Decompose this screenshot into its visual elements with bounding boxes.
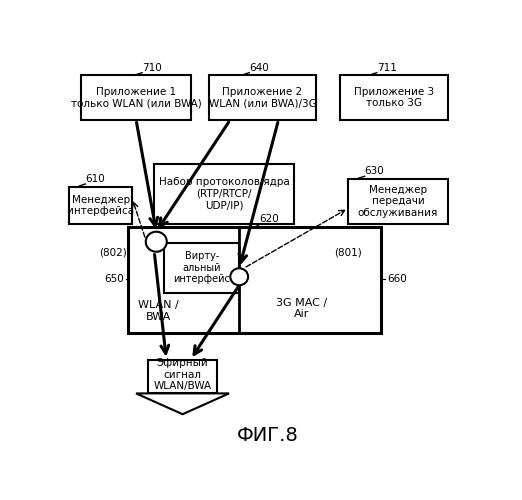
Text: 650: 650 xyxy=(104,274,124,283)
Text: 630: 630 xyxy=(364,166,384,176)
Text: 710: 710 xyxy=(142,62,162,72)
Bar xyxy=(81,76,191,120)
Circle shape xyxy=(146,232,167,252)
Text: Приложение 3
только 3G: Приложение 3 только 3G xyxy=(354,86,434,108)
Bar xyxy=(349,180,447,224)
Text: Приложение 2
WLAN (или BWA)/3G: Приложение 2 WLAN (или BWA)/3G xyxy=(209,86,316,108)
Text: 660: 660 xyxy=(387,274,407,283)
Text: 620: 620 xyxy=(259,214,279,224)
Text: Вирту-
альный
интерфейс: Вирту- альный интерфейс xyxy=(173,252,230,284)
Circle shape xyxy=(230,268,248,285)
Polygon shape xyxy=(136,394,229,414)
Text: (801): (801) xyxy=(335,248,362,258)
Bar xyxy=(128,228,381,334)
Bar xyxy=(164,243,239,293)
Bar xyxy=(148,360,217,394)
Text: Набор протоколов ядра
(RTP/RTCP/
UDP/IP): Набор протоколов ядра (RTP/RTCP/ UDP/IP) xyxy=(159,177,289,210)
Text: 711: 711 xyxy=(377,62,397,72)
Text: 640: 640 xyxy=(250,62,269,72)
Text: Менеджер
интерфейса: Менеджер интерфейса xyxy=(67,194,134,216)
Text: Менеджер
передачи
обслуживания: Менеджер передачи обслуживания xyxy=(358,185,438,218)
Text: (802): (802) xyxy=(99,248,127,258)
Text: Эфирный
сигнал
WLAN/BWA: Эфирный сигнал WLAN/BWA xyxy=(153,358,211,391)
Text: 3G MAC /
Air: 3G MAC / Air xyxy=(276,298,327,319)
Text: 610: 610 xyxy=(86,174,105,184)
Bar xyxy=(209,76,316,120)
Bar xyxy=(69,187,132,224)
Bar xyxy=(155,164,294,224)
Bar xyxy=(340,76,447,120)
Text: ФИГ.8: ФИГ.8 xyxy=(236,426,299,445)
Text: WLAN /
BWA: WLAN / BWA xyxy=(138,300,179,322)
Text: Приложение 1
только WLAN (или BWA): Приложение 1 только WLAN (или BWA) xyxy=(70,86,201,108)
